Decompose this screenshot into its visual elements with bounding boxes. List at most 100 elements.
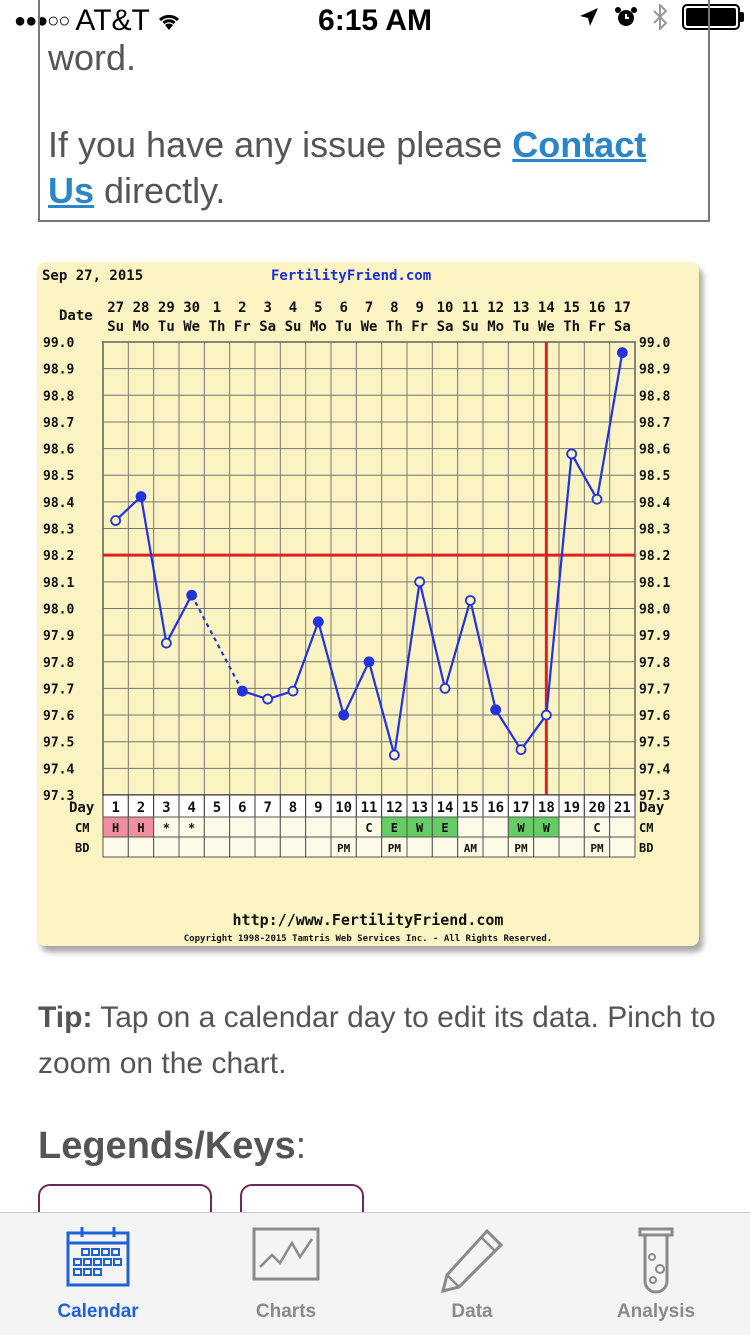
y-tick-label-left: 98.7	[43, 416, 74, 431]
cm-cell	[229, 816, 256, 838]
y-tick-label-left: 98.9	[43, 363, 74, 378]
bd-value: PM	[590, 842, 604, 855]
day-number: 2	[137, 800, 145, 816]
x-weekday-label: We	[538, 319, 555, 335]
x-date-label: 11	[462, 300, 479, 316]
x-weekday-label: Fr	[411, 319, 428, 335]
temperature-line	[165, 594, 193, 644]
temperature-point-filled	[490, 704, 502, 716]
tab-charts-label: Charts	[255, 1301, 317, 1322]
y-tick-label-left: 97.4	[43, 762, 74, 777]
temperature-point-open	[160, 637, 172, 649]
day-number: 3	[162, 800, 170, 816]
x-weekday-label: Tu	[513, 319, 530, 335]
y-tick-label-left: 98.8	[43, 389, 74, 404]
y-tick-label-right: 97.3	[639, 789, 670, 804]
tab-analysis[interactable]: Analysis	[562, 1213, 750, 1335]
x-date-label: 13	[513, 300, 530, 316]
bd-row-label-right: BD	[639, 841, 653, 855]
calendar-icon	[66, 1227, 130, 1287]
chart-date: Sep 27, 2015	[42, 268, 144, 284]
x-weekday-label: Mo	[133, 319, 150, 335]
temperature-line	[443, 600, 472, 689]
bd-cell	[102, 836, 129, 858]
y-tick-label-left: 99.0	[43, 336, 74, 351]
temperature-line	[494, 709, 522, 751]
temperature-line	[545, 453, 573, 716]
tab-analysis-label: Analysis	[616, 1301, 696, 1322]
y-tick-label-right: 98.6	[639, 443, 670, 458]
temperature-point-open	[414, 576, 426, 588]
x-weekday-label: Su	[285, 319, 302, 335]
bd-cell	[533, 836, 560, 858]
contact-us-link[interactable]: Contact Us	[48, 124, 647, 211]
day-number: 18	[538, 800, 555, 816]
y-tick-label-left: 98.5	[43, 469, 74, 484]
tab-data[interactable]: Data	[378, 1213, 566, 1335]
cm-value: C	[593, 821, 600, 835]
x-weekday-label: Th	[563, 319, 580, 335]
cm-cell	[279, 816, 307, 838]
temperature-point-open	[287, 685, 299, 697]
y-tick-label-right: 98.7	[639, 416, 670, 431]
cm-value: C	[365, 821, 372, 835]
cm-value: *	[163, 821, 170, 835]
chart-icon	[252, 1227, 320, 1281]
temperature-line	[469, 600, 497, 710]
cm-value: *	[188, 821, 195, 835]
temperature-point-open	[540, 709, 552, 721]
tab-calendar[interactable]: Calendar	[4, 1213, 192, 1335]
bd-cell	[229, 836, 256, 858]
temperature-line-dotted	[190, 594, 244, 692]
y-tick-label-right: 99.0	[639, 336, 670, 351]
fertility-chart[interactable]: Sep 27, 2015 FertilityFriend.com 99.0 99.…	[37, 262, 699, 946]
temperature-point-open	[439, 683, 451, 694]
cm-value: H	[137, 821, 144, 835]
day-number: 12	[386, 800, 403, 816]
temperature-point-filled	[236, 685, 248, 697]
day-number: 21	[614, 800, 631, 816]
cm-cell	[482, 816, 509, 838]
y-tick-label-left: 97.8	[43, 656, 74, 671]
notice-message-suffix: directly.	[94, 170, 226, 211]
y-tick-label-right: 98.5	[639, 469, 670, 484]
temperature-point-filled	[338, 709, 350, 721]
tab-charts[interactable]: Charts	[192, 1213, 380, 1335]
x-weekday-label: Th	[209, 319, 226, 335]
cm-cell	[305, 816, 332, 838]
day-row-label: Day	[69, 800, 95, 816]
cm-value: E	[391, 821, 398, 835]
x-weekday-label: Fr	[234, 319, 251, 335]
x-date-label: 7	[365, 300, 373, 316]
bbt-chart-svg[interactable]: 99.0 99.0 98.9 98.9 98.8 98.8 98.7 98.7 98.6 98.6…	[37, 262, 699, 902]
day-number: 19	[563, 800, 580, 816]
x-date-label: 16	[589, 300, 606, 316]
x-weekday-label: Th	[386, 319, 403, 335]
bluetooth-icon	[653, 4, 668, 30]
temperature-line	[291, 621, 320, 692]
temperature-point-open	[515, 744, 527, 756]
temperature-line	[418, 581, 447, 689]
bd-cell	[153, 836, 180, 858]
bd-cell	[355, 836, 383, 858]
cm-value: E	[441, 821, 448, 835]
day-number: 11	[361, 800, 378, 816]
bd-cell	[558, 836, 585, 858]
day-number: 17	[513, 800, 530, 816]
bd-value: PM	[337, 842, 351, 855]
x-weekday-label: Su	[462, 319, 479, 335]
y-tick-label-left: 98.0	[43, 602, 74, 617]
signal-strength: ●●●○○	[14, 9, 70, 32]
cm-cell	[330, 816, 357, 838]
notice-message-prefix: If you have any issue please	[48, 124, 513, 165]
y-tick-label-left: 98.1	[43, 576, 74, 591]
temperature-point-open	[262, 693, 274, 705]
x-date-label: 8	[390, 300, 398, 316]
x-date-label: 12	[487, 300, 504, 316]
x-weekday-label: We	[361, 319, 378, 335]
day-number: 20	[589, 800, 606, 816]
y-tick-label-right: 98.9	[639, 363, 670, 378]
tip-body: Tap on a calendar day to edit its data. …	[38, 1001, 716, 1080]
y-tick-label-right: 98.8	[639, 389, 670, 404]
day-number: 10	[335, 800, 352, 816]
